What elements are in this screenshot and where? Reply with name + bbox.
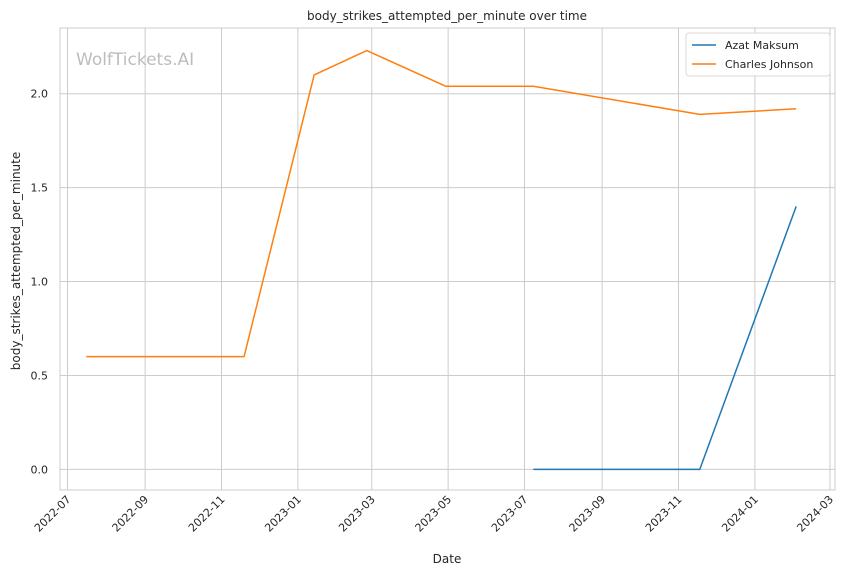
y-tick-label: 1.0 [31,276,49,289]
legend-label: Azat Maksum [725,39,799,52]
x-axis-label: Date [433,552,462,566]
y-tick-label: 1.5 [31,182,49,195]
plot-frame [59,27,836,491]
watermark: WolfTickets.AI [76,50,194,70]
y-axis-label: body_strikes_attempted_per_minute [9,152,23,370]
series-layer [86,49,797,471]
series-line-2 [86,49,797,358]
y-tick-label: 0.5 [31,369,49,382]
y-tick-label: 0.0 [31,463,49,476]
chart-title: body_strikes_attempted_per_minute over t… [307,9,587,23]
legend-label: Charles Johnson [725,58,813,71]
y-tick-label: 2.0 [31,88,49,101]
legend-box [685,32,831,77]
plot-background [60,28,835,490]
legend: Azat Maksum Charles Johnson [685,32,831,77]
plot-area [59,27,836,491]
y-axis-ticks: 0.0 0.5 1.0 1.5 2.0 [31,88,49,477]
grid [60,28,835,490]
series-line-1 [533,206,797,471]
